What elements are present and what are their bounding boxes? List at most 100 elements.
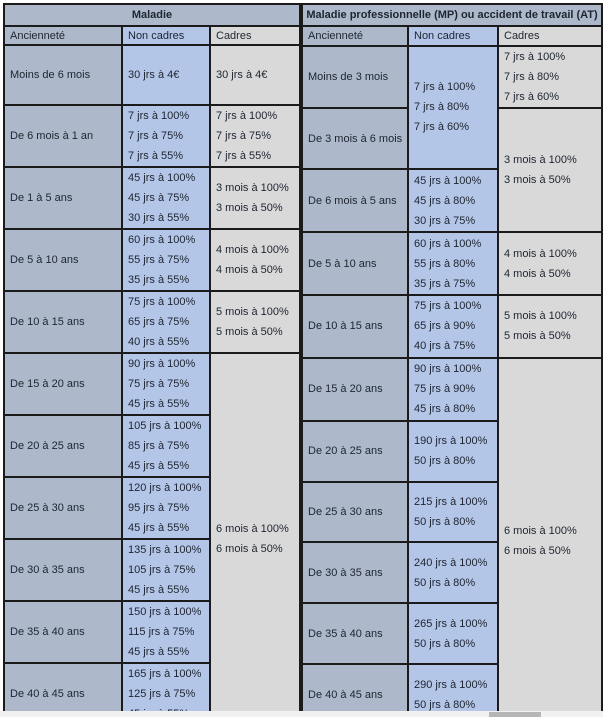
table-row: De 5 à 10 ans 60 jrs à 100% 55 jrs à 80%… (301, 231, 603, 296)
non-cadres-cell: 45 jrs à 100% 45 jrs à 75% 30 jrs à 55% (121, 166, 211, 230)
non-cadres-cell: 190 jrs à 100% 50 jrs à 80% (407, 419, 499, 483)
anciennete-cell: De 35 à 40 ans (3, 600, 123, 664)
non-cadres-cell: 165 jrs à 100% 125 jrs à 75% 45 jrs à 55… (121, 662, 211, 717)
value-line: 6 mois à 50% (504, 545, 571, 558)
value-line: 7 jrs à 75% (128, 130, 184, 142)
value-line: 55 jrs à 75% (128, 254, 190, 266)
value-line: 65 jrs à 75% (128, 316, 190, 328)
anciennete-cell: De 5 à 10 ans (3, 228, 123, 292)
table-row: De 15 à 20 ans 90 jrs à 100% 75 jrs à 75… (3, 352, 301, 717)
value-line: 3 mois à 50% (216, 202, 283, 214)
table-row: De 15 à 20 ans 90 jrs à 100% 75 jrs à 90… (301, 356, 603, 717)
cadres-cell: 30 jrs à 4€ (209, 44, 301, 106)
value-line: 7 jrs à 100% (504, 50, 566, 63)
value-line: 7 jrs à 100% (128, 110, 190, 122)
anciennete-cell: De 15 à 20 ans (301, 356, 409, 422)
mp-at-table: Maladie professionnelle (MP) ou accident… (301, 2, 603, 717)
value-line: 65 jrs à 90% (414, 320, 476, 333)
non-cadres-cell: 120 jrs à 100% 95 jrs à 75% 45 jrs à 55% (121, 476, 211, 540)
value-line: 55 jrs à 80% (414, 257, 476, 270)
non-cadres-cell: 60 jrs à 100% 55 jrs à 80% 35 jrs à 75% (407, 231, 499, 296)
table-row: De 20 à 25 ans 105 jrs à 100% 85 jrs à 7… (3, 414, 300, 478)
value-line: 45 jrs à 75% (128, 192, 190, 204)
value-line: 4 mois à 100% (216, 244, 289, 256)
value-line: 4 mois à 50% (504, 267, 571, 280)
value-line: 50 jrs à 80% (414, 576, 476, 589)
value-line: 45 jrs à 55% (128, 522, 190, 534)
value-line: 45 jrs à 55% (128, 460, 190, 472)
table-row: De 10 à 15 ans 75 jrs à 100% 65 jrs à 90… (301, 293, 603, 359)
table-row: De 5 à 10 ans 60 jrs à 100% 55 jrs à 75%… (3, 228, 301, 292)
anciennete-header: Ancienneté (301, 25, 409, 47)
cadres-merged-cell: 6 mois à 100% 6 mois à 50% (497, 356, 603, 717)
anciennete-cell: De 30 à 35 ans (3, 538, 123, 602)
value-line: 45 jrs à 100% (128, 172, 196, 184)
horizontal-scrollbar-thumb[interactable] (489, 712, 541, 717)
value-line: 7 jrs à 100% (414, 81, 476, 94)
value-line: 290 jrs à 100% (414, 678, 488, 691)
value-line: 90 jrs à 100% (414, 363, 482, 376)
non-cadres-cell: 7 jrs à 100% 7 jrs à 75% 7 jrs à 55% (121, 104, 211, 168)
non-cadres-cell: 30 jrs à 4€ (121, 44, 211, 106)
value-line: 6 mois à 100% (504, 525, 577, 538)
value-line: 135 jrs à 100% (128, 544, 202, 556)
value-line: 50 jrs à 80% (414, 515, 476, 528)
table-row: De 35 à 40 ans 265 jrs à 100% 50 jrs à 8… (301, 602, 602, 666)
value-line: 90 jrs à 100% (128, 358, 196, 370)
table-row: De 1 à 5 ans 45 jrs à 100% 45 jrs à 75% … (3, 166, 301, 230)
table-row: Moins de 3 mois 7 jrs à 100% 7 jrs à 80%… (301, 44, 603, 171)
value-line: 7 jrs à 55% (216, 150, 272, 162)
maladie-section-title: Maladie (3, 3, 301, 27)
value-line: 150 jrs à 100% (128, 606, 202, 618)
value-line: 7 jrs à 75% (216, 130, 272, 142)
cadres-cell: 5 mois à 100% 5 mois à 50% (497, 293, 603, 359)
value-line: 95 jrs à 75% (128, 502, 190, 514)
value-line: 3 mois à 50% (504, 174, 571, 187)
non-cadres-merged-cell: 7 jrs à 100% 7 jrs à 80% 7 jrs à 60% (407, 44, 499, 171)
value-line: 7 jrs à 80% (504, 70, 560, 83)
anciennete-cell: De 25 à 30 ans (3, 476, 123, 540)
value-line: 215 jrs à 100% (414, 495, 488, 508)
non-cadres-cell: 75 jrs à 100% 65 jrs à 90% 40 jrs à 75% (407, 293, 499, 359)
value-line: 30 jrs à 75% (414, 214, 476, 227)
value-line: 4 mois à 100% (504, 247, 577, 260)
anciennete-header: Ancienneté (3, 25, 123, 46)
cadres-cell: 3 mois à 100% 3 mois à 50% (209, 166, 301, 230)
anciennete-cell: Moins de 3 mois (301, 44, 409, 110)
anciennete-cell: De 20 à 25 ans (3, 414, 123, 478)
non-cadres-cell: 135 jrs à 100% 105 jrs à 75% 45 jrs à 55… (121, 538, 211, 602)
non-cadres-cell: 105 jrs à 100% 85 jrs à 75% 45 jrs à 55% (121, 414, 211, 478)
compensation-tables: Maladie Ancienneté Non cadres Cadres Moi… (3, 2, 603, 717)
anciennete-cell: De 35 à 40 ans (301, 602, 409, 666)
table-row: De 3 mois à 6 mois 3 mois à 100% 3 mois … (301, 107, 603, 234)
value-line: 60 jrs à 100% (128, 234, 196, 246)
value-line: 240 jrs à 100% (414, 556, 488, 569)
value-line: 40 jrs à 75% (414, 340, 476, 353)
table-row: De 20 à 25 ans 190 jrs à 100% 50 jrs à 8… (301, 419, 602, 483)
value-line: 7 jrs à 80% (414, 101, 470, 114)
value-line: 35 jrs à 55% (128, 274, 190, 286)
value-line: 45 jrs à 55% (128, 584, 190, 596)
value-line: 45 jrs à 55% (128, 646, 190, 658)
value-line: 50 jrs à 80% (414, 637, 476, 650)
value-line: 5 mois à 50% (504, 330, 571, 343)
value-line: 5 mois à 50% (216, 326, 283, 338)
value-line: 3 mois à 100% (504, 154, 577, 167)
cadres-merged-cell: 6 mois à 100% 6 mois à 50% (209, 352, 301, 717)
mp-at-section-title: Maladie professionnelle (MP) ou accident… (301, 2, 603, 28)
table-row: Moins de 6 mois 30 jrs à 4€ 30 jrs à 4€ (3, 44, 301, 106)
non-cadres-cell: 60 jrs à 100% 55 jrs à 75% 35 jrs à 55% (121, 228, 211, 292)
anciennete-cell: De 20 à 25 ans (301, 419, 409, 483)
value-line: 7 jrs à 100% (216, 110, 278, 122)
value-line: 85 jrs à 75% (128, 440, 190, 452)
maladie-table: Maladie Ancienneté Non cadres Cadres Moi… (3, 3, 301, 717)
value-line: 60 jrs à 100% (414, 237, 482, 250)
anciennete-cell: De 10 à 15 ans (3, 290, 123, 354)
value-line: 45 jrs à 80% (414, 403, 476, 416)
table-row: De 6 mois à 5 ans 45 jrs à 100% 45 jrs à… (301, 168, 602, 234)
value-line: 75 jrs à 100% (414, 300, 482, 313)
table-row: De 25 à 30 ans 120 jrs à 100% 95 jrs à 7… (3, 476, 300, 540)
value-line: 45 jrs à 55% (128, 398, 190, 410)
value-line: 50 jrs à 80% (414, 698, 476, 711)
